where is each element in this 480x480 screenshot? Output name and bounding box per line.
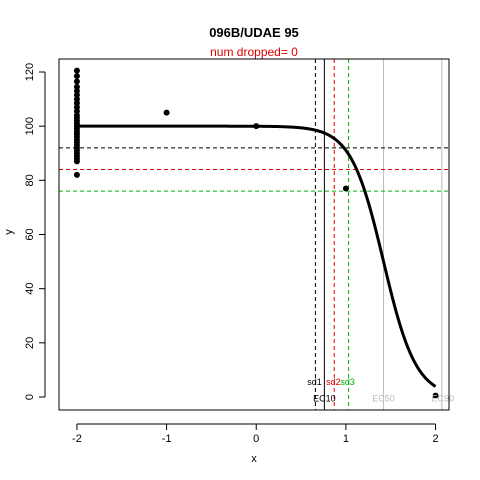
plot-frame [58, 58, 450, 411]
annotation-label: EC90 [431, 393, 454, 403]
data-point [73, 78, 80, 85]
x-axis-label: x [251, 453, 257, 465]
data-point [163, 109, 170, 116]
data-point [73, 73, 80, 80]
annotation-label: EC50 [372, 393, 395, 403]
annotation-label: sd1 [307, 377, 322, 387]
x-tick-label: 1 [343, 433, 349, 445]
chart-subtitle: num dropped= 0 [210, 45, 298, 59]
y-tick-label: 120 [24, 63, 36, 81]
data-point [73, 171, 80, 178]
data-point [253, 123, 260, 130]
x-tick-label: -1 [162, 433, 172, 445]
annotation-label: EC10 [313, 393, 336, 403]
data-points [73, 67, 439, 399]
annotations: sd1 sd2 sd3 EC10 EC50 EC90 [307, 377, 454, 403]
data-point [432, 392, 439, 399]
y-axis-label: y [3, 229, 15, 235]
reference-lines [59, 59, 449, 410]
y-tick-label: 100 [24, 117, 36, 135]
y-tick-label: 80 [24, 174, 36, 186]
annotation-label: sd2 [326, 377, 341, 387]
y-tick-label: 20 [24, 337, 36, 349]
annotation-label: sd3 [340, 377, 355, 387]
x-tick-label: -2 [72, 433, 82, 445]
data-point [73, 67, 80, 74]
y-tick-label: 40 [24, 283, 36, 295]
y-tick-label: 0 [24, 394, 36, 400]
y-tick-label: 60 [24, 228, 36, 240]
x-tick-label: 0 [253, 433, 259, 445]
data-point [342, 185, 349, 192]
x-tick-label: 2 [432, 433, 438, 445]
chart-title: 096B/UDAE 95 [209, 25, 299, 40]
data-point [73, 158, 80, 165]
